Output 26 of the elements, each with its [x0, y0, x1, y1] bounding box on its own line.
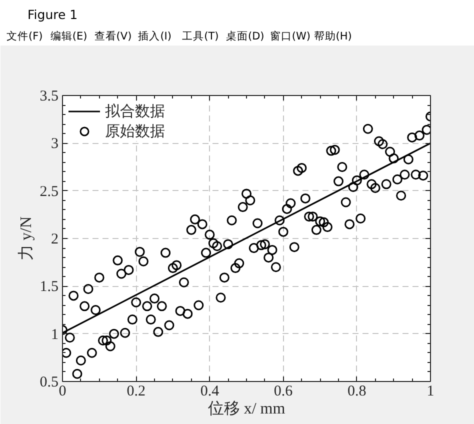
x-tick-label: 0.4: [200, 384, 220, 400]
legend-label: 原始数据: [105, 122, 165, 140]
text: 窗口(W): [270, 30, 310, 42]
text: 查看(V): [94, 30, 132, 42]
text: 桌面(D): [226, 30, 264, 42]
y-tick-label: 3.5: [40, 88, 58, 104]
text: 编辑(E): [50, 30, 88, 42]
y-tick-label: 3: [51, 136, 58, 152]
y-tick-label: 0.5: [40, 374, 58, 390]
y-axis-title: 力 y/N: [16, 216, 35, 260]
y-tick-label: 1.5: [40, 279, 58, 296]
x-tick-label: 0: [58, 384, 66, 400]
text: 帮助(H): [314, 30, 352, 42]
text: 文件(F): [6, 30, 43, 42]
y-tick-label: 2: [51, 232, 58, 248]
text: 插入(I): [138, 30, 172, 42]
x-tick-label: 0.8: [348, 384, 366, 400]
x-tick-label: 0.6: [274, 384, 294, 400]
text: 工具(T): [182, 30, 219, 42]
y-tick-label: 1: [51, 326, 58, 343]
legend-label: 拟合数据: [105, 102, 165, 120]
y-tick-label: 2.5: [40, 184, 58, 200]
x-tick-label: 0.2: [126, 384, 146, 400]
x-axis-title: 位移 x/ mm: [208, 400, 286, 418]
x-tick-label: 1: [426, 384, 434, 400]
caption: Figure 1: [28, 7, 78, 22]
